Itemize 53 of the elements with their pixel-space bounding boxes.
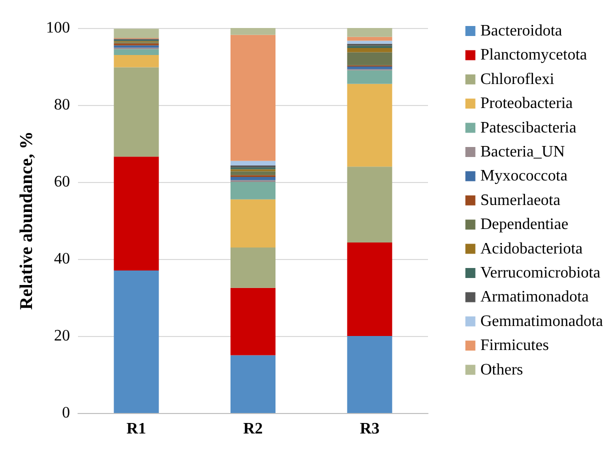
y-tick-label: 0 <box>62 404 70 422</box>
bar <box>347 46 392 48</box>
bar <box>230 355 276 413</box>
bar <box>114 54 159 68</box>
legend-label: Sumerlaeota <box>480 192 560 209</box>
bar <box>230 28 276 35</box>
legend-label: Proteobacteria <box>480 95 573 112</box>
y-tick-label: 20 <box>54 328 70 344</box>
legend-label: Bacteroidota <box>480 22 562 40</box>
bar <box>347 242 392 336</box>
legend-label: Myxococcota <box>480 168 568 185</box>
legend-label: Planctomycetota <box>480 46 588 64</box>
legend-label: Patescibacteria <box>480 119 576 136</box>
legend-label: Bacteria_UN <box>480 144 566 160</box>
y-tick-label: 60 <box>54 174 70 190</box>
x-tick-label: R1 <box>126 420 146 438</box>
bar <box>114 49 159 55</box>
bar <box>347 40 392 44</box>
legend-label: Dependentiae <box>480 216 568 234</box>
bar <box>347 336 392 413</box>
bar <box>230 176 276 180</box>
y-tick-label: 40 <box>54 250 70 268</box>
bar <box>347 48 392 52</box>
bar <box>230 247 276 288</box>
bar <box>230 34 276 161</box>
legend-label: Armatimonadota <box>480 288 589 306</box>
bar <box>230 182 276 200</box>
bar <box>347 66 392 70</box>
bar <box>114 28 159 38</box>
bar <box>347 84 392 167</box>
bar <box>347 166 392 242</box>
bar <box>230 199 276 248</box>
x-tick-label: R2 <box>243 420 263 438</box>
legend-label: Acidobacteriota <box>480 240 583 258</box>
x-tick-label: R3 <box>360 420 380 438</box>
legend-label: Verrucomicrobiota <box>480 264 600 282</box>
bar <box>114 270 159 413</box>
bar <box>114 67 159 157</box>
bar <box>347 36 392 41</box>
legend-label: Firmicutes <box>480 337 549 354</box>
bar <box>230 160 276 166</box>
bar <box>347 70 392 84</box>
bar <box>230 171 276 176</box>
bar <box>347 28 392 37</box>
bar <box>347 52 392 66</box>
y-tick-label: 100 <box>46 20 70 36</box>
bar <box>230 288 276 356</box>
legend-label: Gemmatimonadota <box>480 312 604 330</box>
legend-label: Chloroflexi <box>480 70 555 88</box>
y-axis-title: Relative abundance, % <box>16 131 36 310</box>
y-tick-label: 80 <box>54 96 70 114</box>
legend-label: Others <box>480 361 524 378</box>
bar <box>114 156 159 271</box>
